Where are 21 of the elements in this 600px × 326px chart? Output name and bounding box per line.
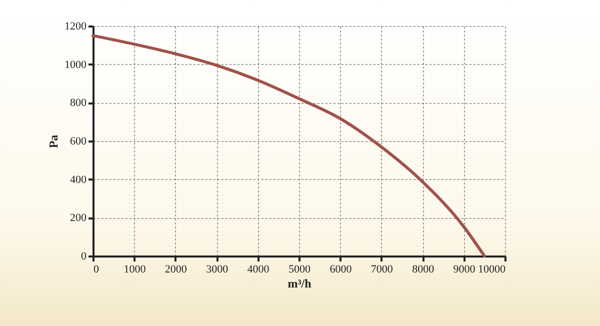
x-axis-title: m³/h — [288, 276, 312, 290]
x-tick-label: 4000 — [247, 264, 270, 276]
x-tick-label: 10000 — [478, 264, 506, 276]
x-tick-label: 6000 — [330, 264, 352, 276]
y-tick-label: 400 — [70, 174, 87, 186]
y-tick-label: 0 — [81, 250, 87, 262]
x-tick-label: 7000 — [370, 264, 394, 276]
x-tick-label: 5000 — [288, 264, 311, 276]
y-tick-label: 1200 — [64, 20, 87, 32]
y-axis-title: Pa — [46, 134, 60, 148]
y-tick-label: 200 — [70, 212, 87, 224]
y-tick-label: 600 — [70, 136, 87, 148]
x-tick-label: 1000 — [124, 264, 146, 276]
y-tick-label: 800 — [70, 97, 87, 110]
x-tick-label: 8000 — [412, 264, 435, 276]
x-tick-label: 9000 — [453, 264, 476, 276]
x-tick-label: 0 — [94, 264, 100, 276]
line-series — [92, 34, 486, 258]
y-tick-label: 1000 — [64, 58, 87, 71]
x-tick-label: 2000 — [164, 264, 188, 276]
x-tick-label: 3000 — [206, 264, 229, 276]
